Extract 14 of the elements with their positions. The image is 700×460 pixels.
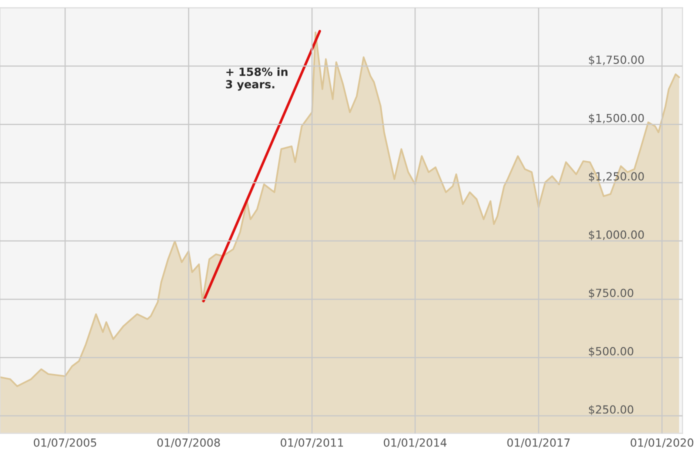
- y-tick-label: $1,000.00: [588, 230, 644, 240]
- x-tick-label: 01/07/2008: [157, 438, 220, 448]
- y-tick-label: $250.00: [588, 405, 634, 416]
- y-tick-label: $750.00: [588, 288, 634, 299]
- y-tick-label: $1,250.00: [588, 172, 644, 182]
- y-tick-label: $1,500.00: [588, 114, 644, 124]
- y-tick-label: $500.00: [588, 346, 634, 357]
- y-tick-label: $1,750.00: [588, 55, 644, 66]
- x-tick-label: 01/01/2020: [630, 438, 694, 448]
- x-tick-label: 01/01/2017: [507, 438, 570, 448]
- annotation: + 158% in 3 years.: [226, 67, 288, 91]
- x-tick-label: 01/07/2005: [34, 438, 96, 448]
- x-tick-label: 01/07/2011: [280, 438, 344, 448]
- x-tick-label: 01/01/2014: [384, 438, 447, 448]
